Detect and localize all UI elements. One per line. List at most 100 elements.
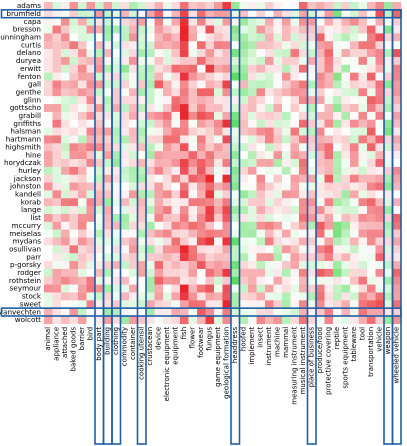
heatmap-cell <box>222 190 232 199</box>
heatmap-cell <box>120 2 130 11</box>
heatmap-cell <box>392 96 402 105</box>
heatmap-cell <box>248 9 257 18</box>
heatmap-cell <box>358 80 368 89</box>
heatmap-cell <box>61 206 70 215</box>
heatmap-cell <box>256 159 266 168</box>
heatmap-cell <box>350 237 359 246</box>
heatmap-cell <box>163 127 172 136</box>
heatmap-cell <box>44 127 53 136</box>
heatmap-cell <box>375 221 385 230</box>
heatmap-cell <box>112 17 121 26</box>
heatmap-cell <box>384 190 393 199</box>
heatmap-cell <box>282 119 291 128</box>
heatmap-cell <box>52 119 62 128</box>
heatmap-cell <box>103 49 113 58</box>
heatmap-cell <box>44 268 53 277</box>
heatmap-cell <box>231 151 240 160</box>
heatmap-cell <box>61 166 70 175</box>
heatmap-cell <box>256 237 266 246</box>
heatmap-cell <box>358 284 368 293</box>
heatmap-cell <box>112 127 121 136</box>
heatmap-cell <box>256 261 266 270</box>
heatmap-cell <box>69 49 79 58</box>
heatmap-cell <box>95 221 104 230</box>
heatmap-cell <box>375 284 385 293</box>
heatmap-cell <box>375 72 385 81</box>
heatmap-cell <box>154 104 164 113</box>
heatmap-cell <box>333 96 342 105</box>
heatmap-cell <box>341 2 351 11</box>
heatmap-cell <box>146 174 155 183</box>
row-label: hine <box>25 150 41 159</box>
heatmap-cell <box>86 111 96 120</box>
heatmap-cell <box>44 308 53 317</box>
heatmap-cell <box>248 96 257 105</box>
heatmap-cell <box>350 119 359 128</box>
heatmap-cell <box>188 2 198 11</box>
heatmap-cell <box>129 135 138 144</box>
heatmap-cell <box>341 64 351 73</box>
heatmap-cell <box>137 237 147 246</box>
heatmap-cell <box>350 159 359 168</box>
heatmap-cell <box>239 119 249 128</box>
heatmap-cell <box>44 182 53 191</box>
heatmap-cell <box>324 33 334 42</box>
heatmap-cell <box>239 33 249 42</box>
heatmap-cell <box>324 253 334 262</box>
heatmap-cell <box>103 80 113 89</box>
heatmap-cell <box>341 49 351 58</box>
heatmap-cell <box>180 119 189 128</box>
heatmap-cell <box>197 198 206 207</box>
heatmap-cell <box>324 237 334 246</box>
heatmap-cell <box>256 151 266 160</box>
row-label: meiselas <box>9 229 41 238</box>
heatmap-cell <box>180 127 189 136</box>
heatmap-cell <box>384 111 393 120</box>
heatmap-cell <box>146 104 155 113</box>
column-label: machine <box>274 327 282 357</box>
heatmap-cell <box>86 143 96 152</box>
heatmap-cell <box>163 104 172 113</box>
heatmap-cell <box>129 119 138 128</box>
heatmap-cell <box>299 261 308 270</box>
heatmap-cell <box>95 80 104 89</box>
heatmap-cell <box>197 213 206 222</box>
heatmap-cell <box>120 135 130 144</box>
heatmap-cell <box>214 308 223 317</box>
heatmap-cell <box>95 229 104 238</box>
heatmap-cell <box>188 166 198 175</box>
heatmap-cell <box>316 56 325 65</box>
heatmap-cell <box>103 159 113 168</box>
column-label: instrument <box>265 327 273 366</box>
heatmap-cell <box>95 213 104 222</box>
heatmap-cell <box>239 190 249 199</box>
heatmap-cell <box>299 253 308 262</box>
heatmap-cell <box>163 9 172 18</box>
heatmap-cell <box>384 237 393 246</box>
heatmap-cell <box>69 245 79 254</box>
heatmap-cell <box>231 237 240 246</box>
heatmap-cell <box>273 316 283 325</box>
heatmap-cell <box>180 104 189 113</box>
heatmap-cell <box>197 221 206 230</box>
heatmap-cell <box>86 33 96 42</box>
heatmap-cell <box>120 284 130 293</box>
heatmap-cell <box>299 49 308 58</box>
heatmap-cell <box>222 143 232 152</box>
heatmap-cell <box>248 300 257 309</box>
heatmap-cell <box>95 72 104 81</box>
heatmap-cell <box>61 49 70 58</box>
heatmap-cell <box>350 221 359 230</box>
heatmap-cell <box>231 253 240 262</box>
heatmap-cell <box>78 198 87 207</box>
heatmap-cell <box>273 268 283 277</box>
heatmap-cell <box>367 111 376 120</box>
heatmap-cell <box>205 143 215 152</box>
heatmap-cell <box>299 17 308 26</box>
heatmap-cell <box>290 182 300 191</box>
heatmap-cell <box>231 2 240 11</box>
heatmap-cell <box>231 17 240 26</box>
heatmap-cell <box>239 221 249 230</box>
heatmap-cell <box>290 261 300 270</box>
heatmap-cell <box>171 135 181 144</box>
